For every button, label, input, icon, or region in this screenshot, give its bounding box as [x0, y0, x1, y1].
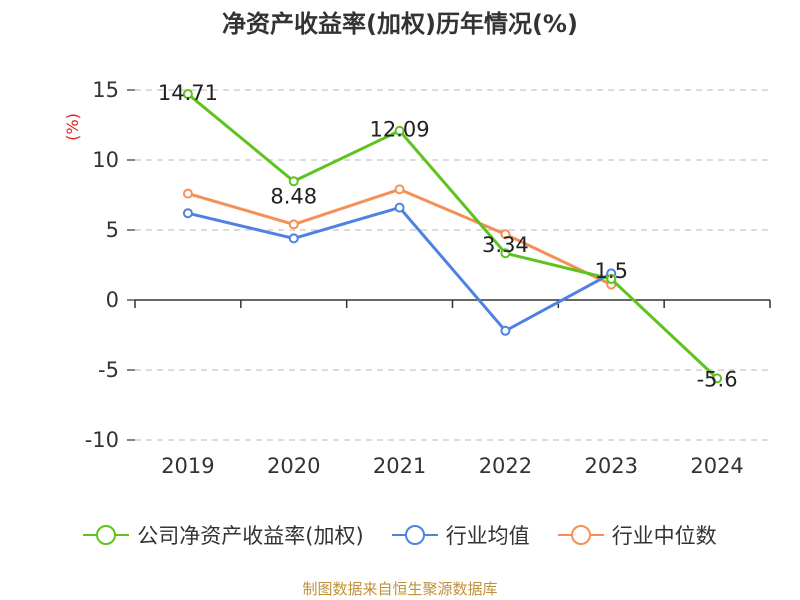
- x-tick-label: 2020: [267, 454, 320, 478]
- legend-item-industry-median[interactable]: 行业中位数: [557, 520, 717, 550]
- series-layer: [182, 89, 723, 384]
- y-tick-label: 0: [106, 288, 119, 312]
- y-tick-label: 15: [92, 78, 119, 102]
- legend-label-industry-average: 行业均值: [445, 524, 530, 548]
- y-tick-label: -5: [98, 358, 119, 382]
- legend-swatch-industry-average: [391, 525, 438, 545]
- data-point: [394, 202, 405, 213]
- data-label: 14.71: [158, 81, 218, 105]
- data-label: 8.48: [270, 184, 317, 208]
- series-line: [187, 206, 612, 333]
- x-tick-label: 2023: [585, 454, 638, 478]
- legend-item-company[interactable]: 公司净资产收益率(加权): [83, 520, 364, 550]
- data-point: [394, 125, 405, 136]
- data-label: -5.6: [697, 367, 738, 391]
- data-point: [712, 373, 723, 384]
- data-point: [288, 233, 299, 244]
- legend: 公司净资产收益率(加权) 行业均值 行业中位数: [0, 520, 800, 550]
- legend-swatch-company: [83, 525, 130, 545]
- data-point: [182, 208, 193, 219]
- data-label: 1.5: [595, 259, 628, 283]
- data-point: [182, 89, 193, 100]
- legend-item-industry-average[interactable]: 行业均值: [391, 520, 530, 550]
- data-label: 3.34: [482, 233, 529, 257]
- legend-swatch-industry-median: [557, 525, 604, 545]
- x-tick-label: 2019: [161, 454, 214, 478]
- grid-layer: [135, 89, 770, 441]
- source-note: 制图数据来自恒生聚源数据库: [302, 580, 498, 598]
- chart-title: 净资产收益率(加权)历年情况(%): [222, 10, 578, 38]
- axis-layer: 15 10 5 0 -5 -10 2019 2020 2021 2022 2023 2024: [85, 78, 771, 478]
- legend-label-industry-median: 行业中位数: [611, 524, 717, 548]
- y-tick-label: -10: [85, 428, 119, 452]
- x-tick-label: 2022: [479, 454, 532, 478]
- y-axis-label: (%): [63, 113, 82, 141]
- x-tick-label: 2024: [690, 454, 743, 478]
- label-layer: 14.71 8.48 12.09 3.34 1.5 -5.6: [158, 81, 738, 391]
- legend-label-company: 公司净资产收益率(加权): [137, 524, 364, 548]
- data-point: [288, 176, 299, 187]
- x-tick-label: 2021: [373, 454, 426, 478]
- data-point: [288, 219, 299, 230]
- data-point: [182, 188, 193, 199]
- series-line: [186, 92, 719, 380]
- data-label: 12.09: [370, 118, 430, 142]
- data-point: [500, 248, 511, 259]
- data-point: [500, 325, 511, 336]
- data-point: [606, 274, 617, 284]
- y-tick-label: 5: [106, 218, 119, 242]
- y-tick-label: 10: [92, 148, 119, 172]
- data-point: [394, 184, 405, 195]
- data-point: [500, 229, 511, 240]
